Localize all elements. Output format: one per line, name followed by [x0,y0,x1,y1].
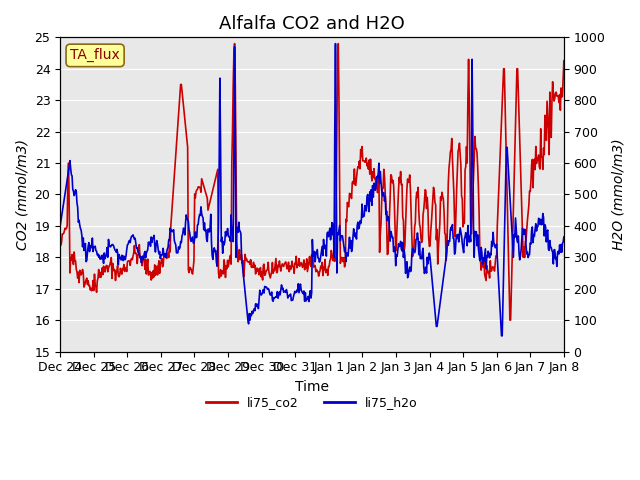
li75_h2o [195,216,203,221]
li75_co2 [374,190,381,195]
li75_h2o [374,176,381,181]
li75_h2o [498,333,506,339]
Legend: li75_co2, li75_h2o: li75_co2, li75_h2o [201,391,423,414]
li75_h2o [56,223,64,229]
li75_co2 [506,317,514,323]
li75_co2 [56,238,64,243]
li75_h2o [117,257,125,263]
li75_co2 [388,180,396,186]
li75_co2 [65,207,73,213]
Line: li75_co2: li75_co2 [60,44,564,320]
li75_co2 [168,203,176,208]
li75_h2o [332,41,339,47]
li75_co2 [117,268,125,274]
li75_co2 [195,184,203,190]
Text: TA_flux: TA_flux [70,48,120,62]
li75_h2o [65,163,73,169]
li75_h2o [560,234,568,240]
Y-axis label: CO2 (mmol/m3): CO2 (mmol/m3) [15,139,29,250]
Title: Alfalfa CO2 and H2O: Alfalfa CO2 and H2O [219,15,405,33]
li75_co2 [560,58,568,63]
X-axis label: Time: Time [295,380,329,394]
li75_h2o [168,229,176,235]
li75_h2o [388,235,396,240]
li75_co2 [231,41,239,47]
Y-axis label: H2O (mmol/m3): H2O (mmol/m3) [611,139,625,250]
Line: li75_h2o: li75_h2o [60,44,564,336]
